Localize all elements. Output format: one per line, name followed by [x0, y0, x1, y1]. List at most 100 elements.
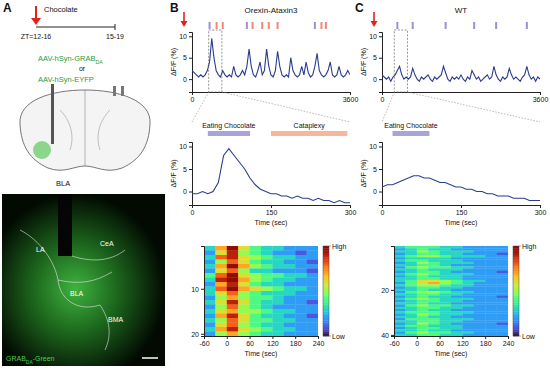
heatmap-cell: [261, 282, 273, 287]
axis-line: [193, 206, 351, 209]
heatmap-cell: [394, 278, 406, 281]
heatmap-cell: [394, 280, 406, 283]
heatmap-cell: [497, 327, 508, 330]
tick: 5: [373, 166, 382, 173]
heatmap-cell: [238, 282, 250, 287]
tick-label: 0: [183, 188, 187, 195]
tick: 180: [480, 336, 492, 347]
heatmap-cell: [451, 260, 463, 263]
heatmap-row: [204, 318, 318, 323]
heatmap-row: [394, 305, 508, 308]
heatmap-cell: [440, 334, 452, 336]
zoom-connector: [192, 92, 209, 122]
heatmap-cell: [215, 296, 227, 301]
heatmap-cell: [451, 316, 463, 319]
heatmap-cell: [394, 314, 406, 317]
heatmap-cell: [261, 255, 273, 260]
tick: 0: [373, 76, 382, 83]
tick-mark: [461, 205, 462, 208]
tick-label: 60: [436, 340, 444, 347]
heatmap-cell: [284, 314, 296, 319]
heatmap-cell: [451, 282, 463, 285]
heatmap-cell: [428, 291, 440, 294]
heatmap-cell: [250, 246, 262, 251]
colorbar-label: Low: [522, 333, 536, 340]
heatmap-row: [204, 251, 318, 256]
heatmap-cell: [295, 323, 307, 328]
tick-label: 0: [191, 96, 195, 103]
event-marker: [216, 22, 218, 29]
heatmap-cell: [497, 278, 508, 281]
axis-line: [379, 143, 383, 206]
heatmap-cell: [284, 327, 296, 332]
heatmap-cell: [474, 332, 486, 335]
heatmap-cell: [307, 323, 318, 328]
heatmap-cell: [405, 296, 417, 299]
heatmap-cell: [497, 289, 508, 292]
heatmap-cell: [250, 323, 262, 328]
heatmap-cell: [497, 298, 508, 301]
heatmap-cell: [394, 298, 406, 301]
heatmap-cell: [485, 275, 497, 278]
heatmap-cell: [215, 314, 227, 319]
virus-label: AAV-hSyn-GRABDA: [38, 54, 103, 65]
colorbar-slice: [513, 248, 519, 251]
heatmap-cell: [497, 300, 508, 303]
heatmap-row: [394, 251, 508, 254]
heatmap-cell: [485, 284, 497, 287]
colorbar-slice: [323, 284, 329, 287]
colorbar-slice: [513, 318, 519, 321]
colorbar-slice: [513, 316, 519, 319]
heatmap-cell: [261, 305, 273, 310]
colorbar-slice: [323, 318, 329, 321]
heatmap-cell: [284, 246, 296, 251]
heatmap-cell: [238, 305, 250, 310]
heatmap-cell: [451, 332, 463, 335]
heatmap-cell: [440, 273, 452, 276]
heatmap-row: [394, 284, 508, 287]
heatmap-cell: [238, 318, 250, 323]
heatmap-cell: [227, 264, 239, 269]
heatmap-cell: [417, 291, 429, 294]
region-outline: [20, 230, 125, 350]
tick-label: 120: [457, 340, 469, 347]
heatmap-cell: [272, 264, 284, 269]
label: or: [79, 65, 86, 72]
line-chart: 036000510Orexin-Ataxin3ΔF/F (%): [170, 6, 358, 122]
heatmap-cell: [428, 266, 440, 269]
span-label: Eating Chocolate: [384, 122, 437, 130]
heatmap-cell: [405, 318, 417, 321]
colorbar-slice: [513, 280, 519, 283]
tick: -60: [199, 336, 209, 347]
heatmap-cell: [405, 289, 417, 292]
heatmap-cell: [485, 257, 497, 260]
heatmap-cell: [474, 269, 486, 272]
heatmap-cell: [405, 271, 417, 274]
event-marker: [268, 22, 270, 29]
heatmap-cell: [417, 246, 429, 249]
heatmap-cell: [215, 246, 227, 251]
arrow-head: [181, 21, 188, 27]
axis: 03600: [191, 92, 359, 103]
heatmap-cell: [394, 287, 406, 290]
heatmap-row: [394, 300, 508, 303]
heatmap-cell: [405, 260, 417, 263]
heatmap-cell: [417, 325, 429, 328]
heatmap-cell: [440, 271, 452, 274]
heatmap-cell: [215, 264, 227, 269]
heatmap-cell: [272, 300, 284, 305]
event-series: [210, 22, 315, 29]
heatmap-row: [394, 316, 508, 319]
heatmap-cell: [250, 327, 262, 332]
axis: 0510: [179, 143, 192, 206]
heatmap-cell: [428, 298, 440, 301]
heatmap-cell: [462, 264, 474, 267]
heatmap-cell: [284, 255, 296, 260]
text-part: AAV-hSyn-GRAB: [38, 54, 95, 63]
heatmap-cell: [474, 311, 486, 314]
heatmap-cell: [451, 311, 463, 314]
heatmap-cell: [417, 320, 429, 323]
heatmap-row: [394, 334, 508, 336]
heatmap-cell: [497, 314, 508, 317]
title: Orexin-Ataxin3: [245, 6, 298, 15]
